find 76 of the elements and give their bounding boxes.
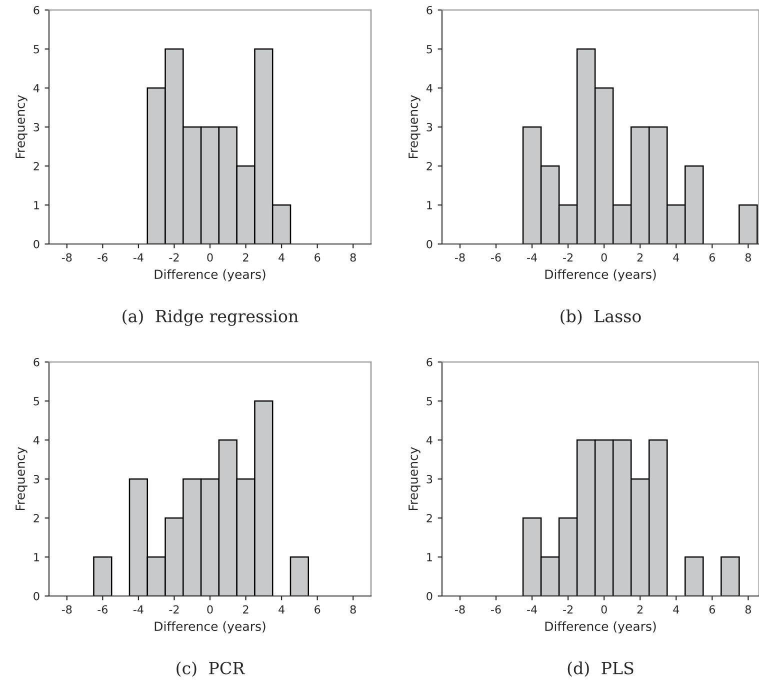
x-tick-label: -6 xyxy=(491,253,501,262)
x-tick-label: 6 xyxy=(314,253,320,262)
x-tick-label: 0 xyxy=(601,605,607,614)
y-tick-label: 4 xyxy=(426,436,432,444)
x-tick-label: 6 xyxy=(314,605,320,614)
x-tick-label: -8 xyxy=(62,605,72,614)
x-tick-label: 2 xyxy=(243,253,248,262)
x-tick-label: -8 xyxy=(455,253,465,262)
y-tick-label: 6 xyxy=(34,6,40,14)
y-tick-label: 3 xyxy=(426,474,432,484)
x-tick-label: -4 xyxy=(527,605,537,614)
x-tick-label: 4 xyxy=(673,605,680,614)
y-tick-label: 3 xyxy=(34,474,40,484)
x-tick-label: 6 xyxy=(709,253,716,262)
x-tick-label: -2 xyxy=(169,253,179,262)
y-tick-label: 5 xyxy=(34,397,39,406)
y-tick-label: 5 xyxy=(426,45,432,54)
x-tick-label: 0 xyxy=(207,605,213,614)
y-tick-label: 1 xyxy=(34,201,39,210)
x-tick-label: 6 xyxy=(709,605,716,614)
y-axis-title: Frequency xyxy=(408,447,420,510)
y-tick-label: 2 xyxy=(426,162,432,170)
y-tick-label: 2 xyxy=(426,514,432,522)
x-tick-label: 2 xyxy=(637,605,643,614)
x-axis-title: Difference (years) xyxy=(545,269,656,282)
y-tick-label: 3 xyxy=(34,122,40,132)
x-tick-label: -6 xyxy=(491,605,501,614)
x-tick-label: 8 xyxy=(350,253,356,262)
y-tick-label: 1 xyxy=(34,553,39,562)
y-tick-label: 0 xyxy=(34,592,40,600)
y-tick-label: 2 xyxy=(34,162,39,170)
x-axis-title: Difference (years) xyxy=(154,269,266,282)
y-tick-label: 1 xyxy=(427,553,432,562)
y-axis-title: Frequency xyxy=(16,447,28,510)
x-tick-label: -4 xyxy=(527,253,537,262)
x-tick-label: -6 xyxy=(98,605,108,614)
text: (d) PLS xyxy=(568,662,634,677)
y-tick-label: 0 xyxy=(34,240,40,248)
x-tick-label: 4 xyxy=(673,253,680,262)
y-tick-label: 6 xyxy=(34,358,40,366)
x-tick-label: -8 xyxy=(455,605,465,614)
text: (b) Lasso xyxy=(560,310,641,325)
y-axis-title: Frequency xyxy=(408,95,420,158)
x-axis-title: Difference (years) xyxy=(545,621,656,634)
y-tick-label: 0 xyxy=(426,592,432,600)
x-tick-label: 8 xyxy=(745,605,751,614)
y-axis-title: Frequency xyxy=(16,95,28,158)
y-tick-label: 4 xyxy=(33,436,40,444)
y-tick-label: 6 xyxy=(426,6,432,14)
x-tick-label: 2 xyxy=(243,605,248,614)
x-tick-label: -2 xyxy=(169,605,179,614)
x-tick-label: 8 xyxy=(350,605,356,614)
x-tick-label: 2 xyxy=(637,253,643,262)
x-axis-title: Difference (years) xyxy=(154,621,266,634)
x-tick-label: -8 xyxy=(62,253,72,262)
y-tick-label: 6 xyxy=(426,358,432,366)
x-tick-label: -4 xyxy=(133,605,144,614)
x-tick-label: -6 xyxy=(98,253,108,262)
y-tick-label: 3 xyxy=(426,122,432,132)
x-tick-label: 4 xyxy=(278,253,284,262)
y-tick-label: 5 xyxy=(34,45,39,54)
x-tick-label: -2 xyxy=(563,605,573,614)
y-tick-label: 4 xyxy=(426,84,432,92)
y-tick-label: 0 xyxy=(426,240,432,248)
x-tick-label: -2 xyxy=(563,253,573,262)
y-tick-label: 1 xyxy=(427,201,432,210)
y-tick-label: 4 xyxy=(33,84,40,92)
x-tick-label: 4 xyxy=(278,605,284,614)
y-tick-label: 2 xyxy=(34,514,39,522)
x-tick-label: 8 xyxy=(745,253,751,262)
text: (c) PCR xyxy=(176,662,246,677)
y-tick-label: 5 xyxy=(426,397,432,406)
x-tick-label: 0 xyxy=(207,253,213,262)
x-tick-label: 0 xyxy=(601,253,607,262)
x-tick-label: -4 xyxy=(133,253,144,262)
text: (a) Ridge regression xyxy=(122,310,298,326)
